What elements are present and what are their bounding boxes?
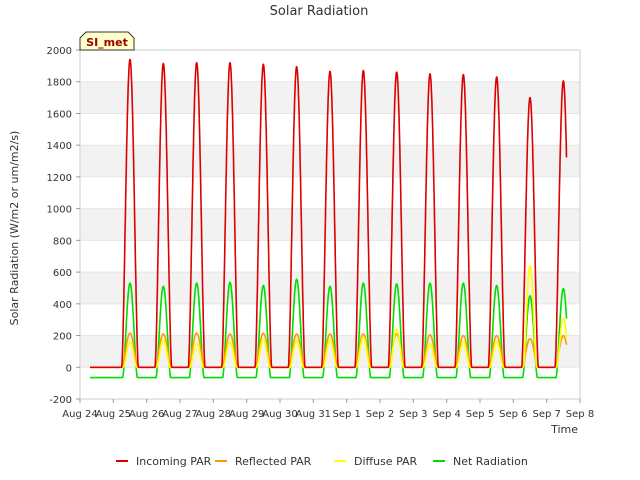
legend-label-reflected-par: Reflected PAR <box>235 455 312 468</box>
x-tick-label: Aug 25 <box>96 409 131 420</box>
grid-bands <box>80 50 580 399</box>
x-axis-label: Time <box>550 423 578 436</box>
site-annotation: SI_met <box>79 31 135 51</box>
y-tick-label: 1800 <box>47 78 72 89</box>
grid-band <box>80 145 580 177</box>
grid-band <box>80 303 580 336</box>
grid-band <box>80 367 580 399</box>
y-tick-label: 1400 <box>47 141 72 152</box>
x-tick-label: Sep 6 <box>499 409 527 420</box>
y-tick-label: 1000 <box>47 205 72 216</box>
grid-band <box>80 113 580 146</box>
x-tick-label: Sep 3 <box>399 409 427 420</box>
x-tick-label: Aug 24 <box>62 409 97 420</box>
x-tick-label: Aug 28 <box>196 409 231 420</box>
x-tick-label: Aug 29 <box>229 409 264 420</box>
plot-frame <box>79 49 581 400</box>
x-tick-label: Sep 7 <box>532 409 560 420</box>
grid-band <box>80 50 580 82</box>
legend: Incoming PAR Reflected PAR Diffuse PAR Net … <box>116 455 528 468</box>
grid-band <box>80 240 580 273</box>
y-tick-label: -200 <box>49 395 72 406</box>
series-line-incoming-par <box>89 58 568 369</box>
y-axis-ticks: -200 0 200 400 600 800 1000 1200 1400 1600 1800 200… <box>47 46 80 406</box>
x-tick-label: Aug 27 <box>162 409 197 420</box>
legend-label-diffuse-par: Diffuse PAR <box>354 455 418 468</box>
x-tick-label: Sep 1 <box>332 409 360 420</box>
y-tick-label: 400 <box>53 300 72 311</box>
chart-title: Solar Radiation <box>270 4 369 19</box>
x-tick-label: Aug 26 <box>129 409 164 420</box>
grid-band <box>80 176 580 209</box>
y-tick-label: 600 <box>53 268 72 279</box>
grid-band <box>80 208 580 241</box>
y-axis-label: Solar Radiation (W/m2 or um/m2/s) <box>8 131 21 326</box>
y-tick-label: 1600 <box>47 109 72 120</box>
grid-band <box>80 81 580 114</box>
legend-label-net-radiation: Net Radiation <box>453 455 528 468</box>
y-tick-label: 0 <box>66 363 72 374</box>
x-tick-label: Sep 8 <box>566 409 594 420</box>
grid-band <box>80 335 580 368</box>
annotation-box <box>79 31 135 51</box>
x-tick-label: Sep 4 <box>432 409 460 420</box>
y-tick-label: 800 <box>53 236 72 247</box>
x-tick-label: Aug 31 <box>296 409 331 420</box>
legend-label-incoming-par: Incoming PAR <box>136 455 212 468</box>
y-tick-label: 1200 <box>47 173 72 184</box>
x-tick-label: Aug 30 <box>262 409 297 420</box>
x-tick-label: Sep 5 <box>466 409 494 420</box>
x-tick-label: Sep 2 <box>366 409 394 420</box>
series-layer <box>89 58 568 379</box>
annotation-label: SI_met <box>86 36 128 49</box>
y-tick-label: 2000 <box>47 46 72 57</box>
y-tick-label: 200 <box>53 332 72 343</box>
